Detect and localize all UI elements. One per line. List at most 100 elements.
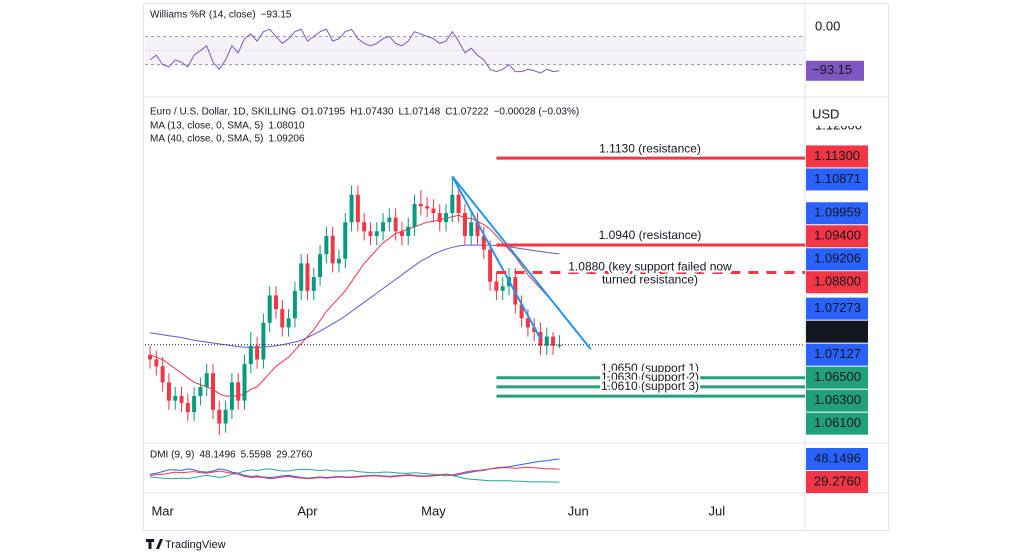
price-box-label: 1.07273 [814,300,861,315]
price-box [806,366,868,389]
ma-line [149,244,560,349]
x-tick-label: Mar [151,503,174,518]
candle-body [318,254,323,278]
price-box [806,168,868,191]
candle-body [242,364,247,401]
candle-body [204,373,209,387]
level-label: 1.0610 (support 3) [601,379,699,393]
price-box-label: 1.06100 [814,415,861,430]
candle-body [469,222,474,236]
candle-body [273,295,278,310]
x-tick-label: May [421,503,446,518]
legend-text: DMI (9, 9) [150,450,194,461]
candle-body [418,203,423,207]
candle-body [374,231,379,236]
candle-body [280,309,285,328]
dmi-box-label: 29.2760 [814,473,861,488]
candle-body [494,281,499,291]
frame [143,3,889,531]
dmi-line [149,466,560,480]
candle-body [299,263,304,291]
legend-text: 5.5598 [241,450,272,461]
dmi-box [806,471,868,494]
candle-body [267,295,272,323]
candle-body [185,402,190,413]
trendline [451,175,592,351]
price-box [806,145,868,168]
candle-body [557,344,562,346]
candle-body [160,366,165,383]
price-box [806,343,868,366]
candle-body [488,249,493,282]
candle-body [450,194,455,214]
price-box-label: 1.09206 [814,251,861,266]
candle-body [462,213,467,236]
candle-body [217,409,222,424]
candle-body [349,194,354,223]
candle-body [336,258,341,264]
candle-body [551,336,556,346]
dmi-line [149,468,560,483]
candle-body [248,345,253,365]
candle-body [399,231,404,236]
candle-body [393,217,398,232]
price-box [806,389,868,412]
candle-body [192,396,197,413]
x-tick-label: Jul [709,503,726,518]
candle-body [261,322,266,360]
candle-body [387,217,392,223]
candle-body [229,382,234,410]
legend-text: 29.2760 [276,450,313,461]
legend-text: C1.07222 [445,107,489,118]
candle-body [198,386,203,397]
candle-body [223,409,228,424]
candle-body [532,327,537,333]
level-label: turned resistance) [602,273,698,287]
candle-body [475,222,480,236]
price-box [806,248,868,271]
level-label: 1.0940 (resistance) [599,228,702,242]
candle-body [444,213,449,223]
legend-text: −93.15 [261,10,292,21]
candle-body [255,345,260,360]
logo: TradingView [146,539,226,551]
legend-text: O1.07195 [301,107,345,118]
price-box [806,271,868,294]
level-label: 1.0630 (support 2) [601,370,699,384]
price-box-label: 1.07222 [814,323,861,338]
candle-body [406,226,411,236]
price-box [806,412,868,435]
price-box-label: 1.08800 [814,274,861,289]
candle-body [166,382,171,401]
candle-body [425,206,430,209]
legend-text: −0.00028 (−0.03%) [494,107,580,118]
level-label: 1.1130 (resistance) [599,141,701,155]
dmi-box [806,448,868,471]
candle-body [481,235,486,250]
legend-text: L1.07148 [398,107,440,118]
branding: TradingView [165,539,226,551]
williams-line [149,28,560,74]
ma-line [149,214,560,397]
candle-body [236,382,241,401]
price-box-label: 1.10871 [814,171,861,186]
candle-body [292,290,297,319]
candle-body [519,304,524,319]
y-tick-label: 0.00 [815,18,840,33]
legend-text: Euro / U.S. Dollar, 1D, SKILLING [150,107,296,118]
candle-body [173,396,178,401]
price-box [806,225,868,248]
candle-body [324,235,329,255]
unit-label: USD [812,106,839,121]
candle-body [154,359,159,367]
legend-text: Williams %R (14, close) [150,10,256,21]
candle-body [500,286,505,291]
legend-text: MA (13, close, 0, SMA, 5) [150,121,263,132]
price-box-label: 1.09400 [814,228,861,243]
candle-body [544,336,549,346]
x-tick-label: Apr [297,503,318,518]
candle-body [179,396,184,403]
legend-text: 1.09206 [268,134,305,145]
price-box-label: 1.06500 [814,369,861,384]
